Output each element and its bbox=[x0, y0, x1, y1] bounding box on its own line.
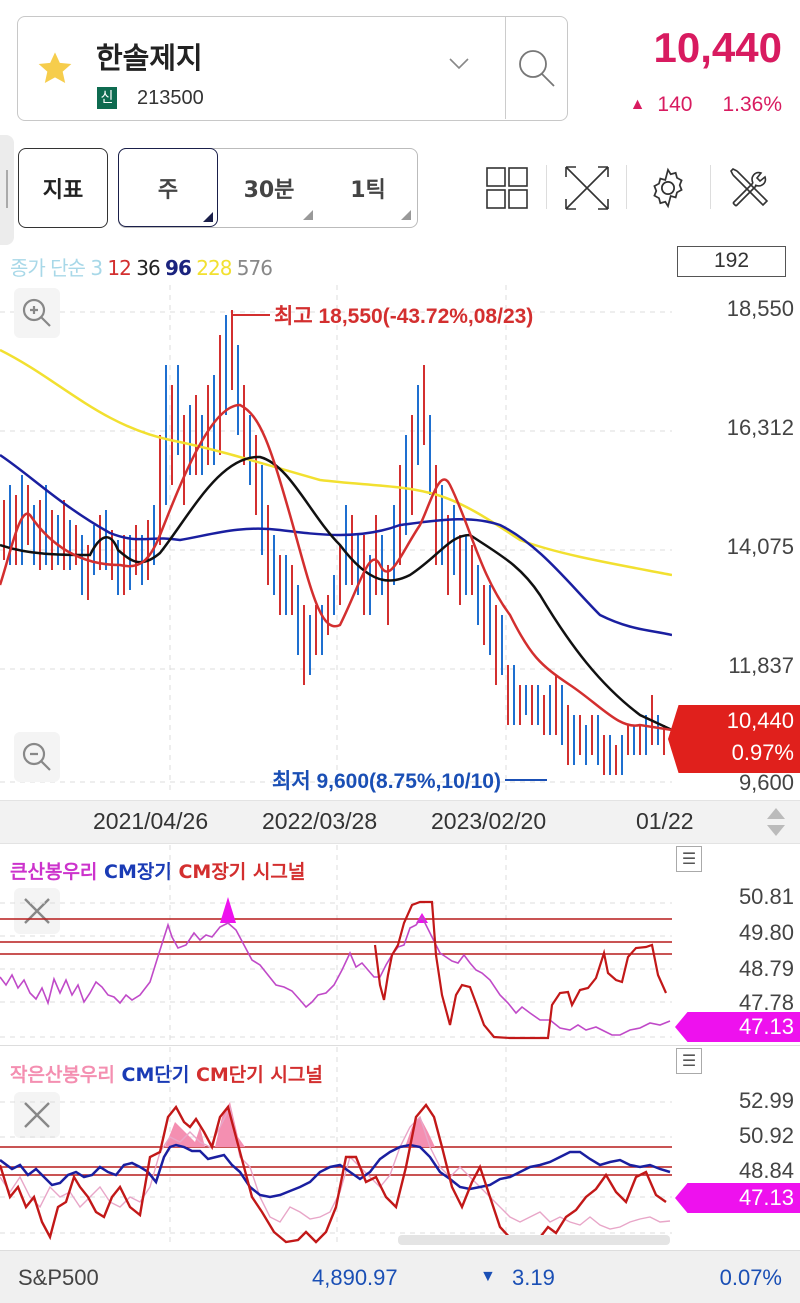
y-tick: 50.81 bbox=[738, 884, 794, 909]
period-selector: 주 30분 1틱 bbox=[118, 148, 418, 228]
sub2-legend: 작은산봉우리 CM단기 CM단기 시그널 bbox=[10, 1060, 323, 1087]
period-1tick-button[interactable]: 1틱 bbox=[319, 149, 417, 226]
legend-cm-long-signal: CM장기 시그널 bbox=[178, 861, 306, 883]
market-badge: 신 bbox=[97, 87, 117, 109]
divider bbox=[546, 165, 547, 209]
index-ticker-bar[interactable]: S&P500 4,890.97 ▼ 3.19 0.07% bbox=[0, 1250, 800, 1303]
ma-period-576: 576 bbox=[236, 256, 273, 280]
side-drawer-handle[interactable] bbox=[0, 135, 14, 245]
stock-name: 한솔제지 bbox=[96, 41, 203, 75]
indicator-button[interactable]: 지표 bbox=[18, 148, 108, 228]
arrow-left-icon bbox=[232, 314, 270, 316]
layout-grid-icon[interactable] bbox=[482, 160, 532, 215]
sub2-menu-icon[interactable]: ☰ bbox=[676, 1048, 702, 1074]
search-icon[interactable] bbox=[506, 17, 568, 119]
stock-selector[interactable]: 한솔제지 신 213500 bbox=[17, 16, 568, 121]
ma-period-96: 96 bbox=[165, 256, 192, 280]
stock-code: 213500 bbox=[137, 87, 204, 109]
sub1-legend: 큰산봉우리 CM장기 CM장기 시그널 bbox=[10, 857, 305, 884]
y-tick: 16,312 bbox=[726, 415, 794, 440]
high-annotation: 최고 18,550(-43.72%,08/23) bbox=[232, 300, 533, 330]
y-tick: 14,075 bbox=[726, 534, 794, 559]
chevron-down-icon[interactable] bbox=[448, 57, 470, 76]
indicator-label: 지표 bbox=[42, 178, 84, 203]
price-change: ▲ 140 1.36% bbox=[630, 93, 782, 117]
high-annotation-text: 최고 18,550(-43.72%,08/23) bbox=[274, 305, 534, 328]
divider bbox=[710, 165, 711, 209]
y-tick: 18,550 bbox=[726, 296, 794, 321]
legend-big-peak: 큰산봉우리 bbox=[10, 861, 98, 883]
sub1-menu-icon[interactable]: ☰ bbox=[676, 846, 702, 872]
sub1-current-tag: 47.13 bbox=[675, 1012, 800, 1042]
divider bbox=[505, 17, 506, 119]
gear-icon[interactable] bbox=[643, 160, 693, 215]
period-label: 30분 bbox=[243, 177, 295, 203]
y-tick: 52.99 bbox=[738, 1088, 794, 1113]
divider bbox=[626, 165, 627, 209]
y-tick: 49.80 bbox=[738, 920, 794, 945]
zoom-in-icon[interactable] bbox=[14, 288, 60, 338]
legend-cm-long: CM장기 bbox=[104, 861, 172, 883]
sub1-chart[interactable] bbox=[0, 845, 672, 1045]
y-tick: 11,837 bbox=[728, 653, 794, 678]
y-tick: 47.78 bbox=[738, 990, 794, 1015]
x-axis[interactable] bbox=[0, 800, 800, 844]
period-label: 주 bbox=[157, 177, 179, 203]
price-chart[interactable] bbox=[0, 285, 672, 795]
index-value: 4,890.97 bbox=[312, 1265, 398, 1290]
low-annotation: 최저 9,600(8.75%,10/10) bbox=[272, 765, 547, 795]
ma-period-36: 36 bbox=[136, 256, 160, 280]
star-icon[interactable] bbox=[34, 49, 76, 94]
legend-cm-short-signal: CM단기 시그널 bbox=[195, 1064, 323, 1086]
ma-legend: 종가 단순 3 12 36 96 228 576 bbox=[10, 252, 273, 281]
index-name: S&P500 bbox=[18, 1265, 99, 1290]
period-week-button[interactable]: 주 bbox=[118, 148, 218, 227]
sub2-current-tag: 47.13 bbox=[675, 1183, 800, 1213]
index-change: 3.19 bbox=[512, 1265, 555, 1290]
ma-legend-prefix: 종가 단순 bbox=[10, 256, 86, 280]
ma-period-3: 3 bbox=[90, 256, 103, 280]
sub2-chart[interactable] bbox=[0, 1047, 672, 1247]
horizontal-scrollbar bbox=[398, 1235, 670, 1245]
legend-cm-short: CM단기 bbox=[121, 1064, 190, 1086]
y-tick: 9,600 bbox=[738, 770, 794, 795]
period-30min-button[interactable]: 30분 bbox=[219, 149, 319, 226]
y-tick: 50.92 bbox=[738, 1123, 794, 1148]
ma-period-228: 228 bbox=[196, 256, 232, 280]
change-value: 140 bbox=[657, 93, 693, 116]
x-tick: 2021/04/26 bbox=[93, 808, 209, 834]
resize-updown-icon[interactable] bbox=[765, 806, 787, 843]
x-tick: 01/22 bbox=[636, 808, 694, 834]
tag-percent: 0.97% bbox=[731, 740, 794, 765]
current-price-tag: 10,440 0.97% bbox=[668, 705, 800, 773]
tag-price: 10,440 bbox=[726, 708, 794, 733]
y-tick: 48.84 bbox=[738, 1158, 794, 1183]
zoom-out-icon[interactable] bbox=[14, 732, 60, 782]
up-arrow-icon: ▲ bbox=[629, 96, 646, 113]
period-label: 1틱 bbox=[350, 177, 386, 203]
arrow-right-icon bbox=[504, 779, 547, 781]
change-percent: 1.36% bbox=[722, 93, 782, 116]
fullscreen-icon[interactable] bbox=[562, 160, 612, 215]
index-change-pct: 0.07% bbox=[719, 1265, 782, 1290]
x-tick: 2023/02/20 bbox=[431, 808, 547, 834]
x-tick: 2022/03/28 bbox=[262, 808, 378, 834]
divider bbox=[0, 1045, 800, 1046]
current-price: 10,440 bbox=[653, 24, 782, 71]
tools-icon[interactable] bbox=[725, 160, 775, 215]
ma-period-12: 12 bbox=[107, 256, 131, 280]
legend-small-peak: 작은산봉우리 bbox=[10, 1064, 115, 1086]
sub2-close-icon[interactable] bbox=[14, 1092, 60, 1138]
low-annotation-text: 최저 9,600(8.75%,10/10) bbox=[272, 770, 501, 793]
y-tick: 48.79 bbox=[738, 956, 794, 981]
visible-bar-count[interactable]: 192 bbox=[677, 246, 786, 277]
down-arrow-icon: ▼ bbox=[480, 1268, 496, 1285]
